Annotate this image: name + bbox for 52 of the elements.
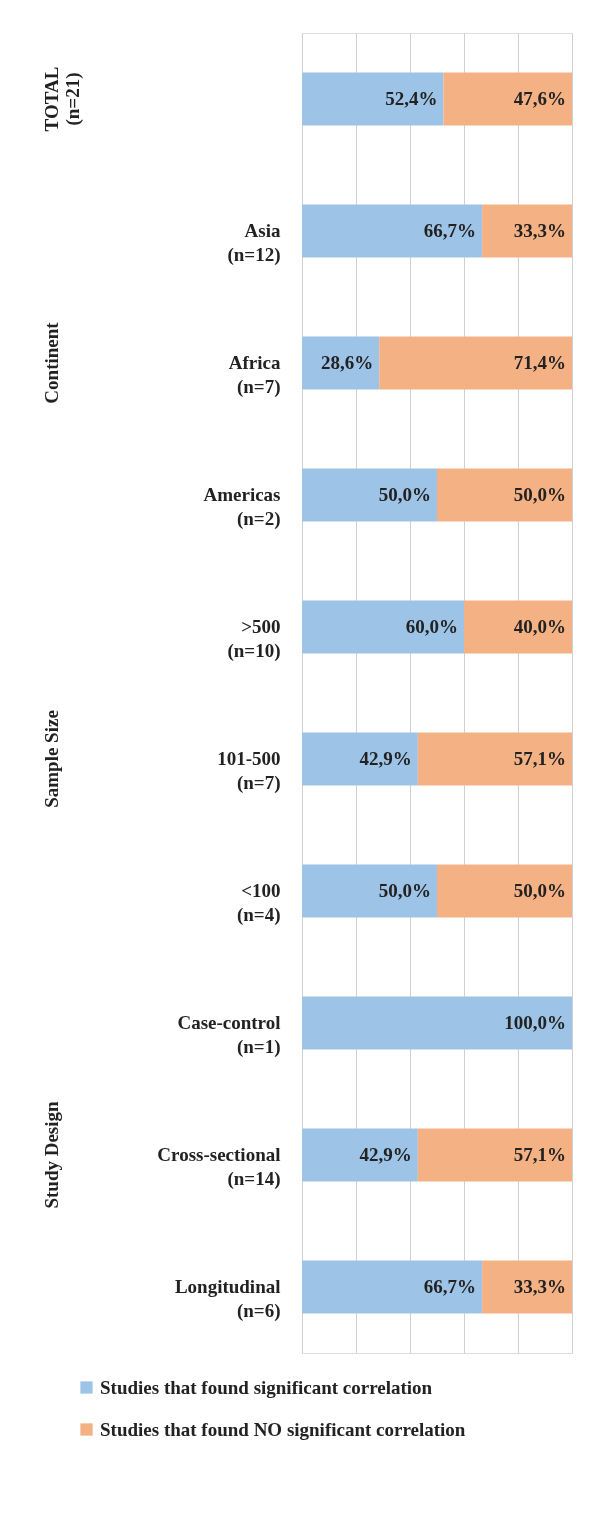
- bar: [482, 1260, 572, 1314]
- text: Study Design: [41, 1100, 62, 1209]
- data-label: 42,9%: [359, 1144, 412, 1165]
- data-label: 57,1%: [513, 1144, 566, 1165]
- data-label: 40,0%: [513, 616, 566, 637]
- data-label: 28,6%: [320, 352, 374, 373]
- data-label: 57,1%: [513, 748, 566, 769]
- bar: [482, 204, 572, 258]
- data-label: 52,4%: [385, 88, 438, 109]
- data-label: 50,0%: [513, 880, 566, 901]
- text: Sample Size: [41, 710, 62, 808]
- data-label: 33,3%: [513, 1276, 566, 1297]
- data-label: 100,0%: [504, 1012, 566, 1033]
- data-label: 50,0%: [378, 484, 431, 505]
- data-label: 71,4%: [513, 352, 566, 373]
- legend-label: Studies that found significant correlation: [100, 1376, 433, 1398]
- y-tick-label: Longitudinal (n=6): [174, 1276, 281, 1322]
- y-tick-label: <100 (n=4): [236, 880, 281, 926]
- data-label: 47,6%: [513, 88, 566, 109]
- data-label: 60,0%: [405, 616, 458, 637]
- y-tick-label: Case-control (n=1): [177, 1012, 281, 1058]
- bar: [437, 468, 572, 522]
- data-label: 50,0%: [378, 880, 431, 901]
- text: Continent: [41, 321, 62, 404]
- y-tick-label: Asia (n=12): [227, 220, 281, 266]
- bar: [464, 600, 572, 654]
- y-tick-label: 101-500 (n=7): [217, 748, 281, 794]
- data-label: 42,9%: [359, 748, 412, 769]
- text: TOTAL (n=21): [41, 66, 84, 132]
- data-label: 66,7%: [423, 1276, 477, 1297]
- data-label: 66,7%: [423, 220, 477, 241]
- bar: [302, 204, 483, 258]
- bar: [437, 864, 572, 918]
- bar: [417, 1128, 572, 1182]
- bar: [302, 600, 464, 654]
- bar: [302, 996, 572, 1050]
- y-tick-label: Africa (n=7): [228, 352, 281, 398]
- bar: [379, 336, 572, 390]
- y-tick-label: >500 (n=10): [227, 616, 281, 662]
- bar: [302, 1260, 483, 1314]
- bar: [302, 1128, 418, 1182]
- data-label: 50,0%: [513, 484, 566, 505]
- data-label: 33,3%: [513, 220, 566, 241]
- bar: [443, 72, 572, 126]
- legend-label: Studies that found NO significant correlation: [100, 1418, 466, 1440]
- bar: [302, 732, 418, 786]
- bar: [302, 72, 444, 126]
- y-tick-label: Americas (n=2): [203, 484, 281, 530]
- bar: [417, 732, 572, 786]
- y-tick-label: Cross-sectional (n=14): [157, 1144, 281, 1190]
- bar: [302, 864, 437, 918]
- bar: [302, 468, 437, 522]
